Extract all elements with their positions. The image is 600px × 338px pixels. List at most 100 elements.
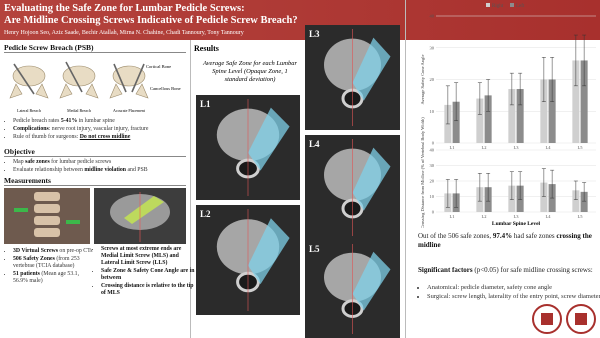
y-tick-label: 10 xyxy=(430,109,435,114)
y-tick-label: 40 xyxy=(430,14,435,19)
bar xyxy=(484,95,492,143)
text-run: and PSB xyxy=(126,167,148,173)
text-run: (p<0.05) for safe midline crossing screw… xyxy=(472,266,593,274)
ct-label: L1 xyxy=(200,99,211,109)
x-tick-label: L2 xyxy=(482,214,487,219)
bullet: Map safe zones for lumbar pedicle screws xyxy=(13,159,193,166)
y-tick-label: 0 xyxy=(432,141,435,146)
y-tick-label: 0 xyxy=(432,210,435,215)
bullet: Screws at most extreme ends are Medial L… xyxy=(101,246,195,267)
bar xyxy=(476,98,484,143)
text-run: for lumbar pedicle screws xyxy=(49,159,112,165)
text-run: Significant factors xyxy=(418,266,473,274)
y-tick-label: 20 xyxy=(430,77,435,82)
safe-zone xyxy=(352,147,391,211)
bar xyxy=(572,60,580,144)
breach-section: Pedicle Screw Breach (PSB) xyxy=(4,43,186,53)
y-tick-label: 30 xyxy=(430,163,435,168)
y-tick-label: 10 xyxy=(430,194,435,199)
text-run: (from 253 vertebrae (TCIA database) xyxy=(13,256,80,269)
x-tick-label: L4 xyxy=(546,214,552,219)
text-run: 51 patients xyxy=(13,271,40,277)
section-heading: Pedicle Screw Breach (PSB) xyxy=(4,43,186,53)
bullet: Safe Zone & Safety Cone Angle are in bet… xyxy=(101,268,195,282)
text-run: Map xyxy=(13,159,26,165)
bullet: 3D Virtual Screws on pre-op CTs xyxy=(13,248,95,255)
header: Evaluating the Safe Zone for Lumbar Pedi… xyxy=(0,0,600,40)
text-run: Out of the 506 safe zones, xyxy=(418,232,493,240)
bar xyxy=(540,182,548,212)
factors-intro: Significant factors (p<0.05) for safe mi… xyxy=(418,266,596,275)
safe-zone xyxy=(248,218,290,285)
bullet: Anatomical: pedicle diameter, safety con… xyxy=(427,284,600,292)
figure-label: Medial Breach xyxy=(67,108,91,113)
y-axis-label: Average Crossing Distance from Midline (… xyxy=(420,117,425,228)
x-tick-label: L3 xyxy=(514,214,520,219)
legend-swatch xyxy=(486,3,490,7)
breach-figure: Cortical Bone Cancellous Bone Lateral Br… xyxy=(9,61,181,113)
authors: Henry Hojoon Seo, Aziz Saade, Bechir Ata… xyxy=(4,30,244,36)
section-heading: Objective xyxy=(4,147,186,157)
y-tick-label: 40 xyxy=(430,148,435,153)
bullet: Pedicle breach rates 5-41% in lumbar spi… xyxy=(13,118,193,125)
figure-label: Accurate Placement xyxy=(113,108,146,113)
ct-label: L3 xyxy=(309,29,320,39)
text-run: midline violation xyxy=(84,167,127,173)
bar xyxy=(580,191,588,212)
bullet: Rule of thumb for surgeons: Do not cross… xyxy=(13,134,193,141)
safe-zone xyxy=(352,37,391,101)
text-run: 97.4% xyxy=(492,232,513,240)
bar xyxy=(452,101,460,143)
x-tick-label: L4 xyxy=(546,145,552,150)
x-tick-label: L5 xyxy=(578,145,584,150)
bullet-list: Map safe zones for lumbar pedicle screws… xyxy=(4,159,193,175)
text-run: Rule of thumb for surgeons: xyxy=(13,134,80,140)
bullet: Surgical: screw length, laterality of th… xyxy=(427,293,600,301)
text-run: crossing the midline xyxy=(418,232,592,249)
legend-swatch xyxy=(510,3,514,7)
y-axis-label: Average Safety Cone Angle xyxy=(420,54,425,104)
x-tick-label: L1 xyxy=(450,145,455,150)
text-run: 5-41% xyxy=(60,118,78,124)
bar xyxy=(516,89,524,143)
measurements-section: Measurements xyxy=(4,176,186,186)
bar xyxy=(548,79,556,143)
bar xyxy=(580,60,588,144)
title-line: Evaluating the Safe Zone for Lumbar Pedi… xyxy=(4,3,245,14)
text-run: Pedicle breach rates xyxy=(13,118,61,124)
bullet: 506 Safety Zones (from 253 vertebrae (TC… xyxy=(13,256,95,270)
text-run: Do not cross midline xyxy=(79,134,131,140)
figure-label: Lateral Breach xyxy=(17,108,41,113)
divider xyxy=(405,0,406,338)
bullet-list: Screws at most extreme ends are Medial L… xyxy=(92,246,195,298)
text-run: Complications xyxy=(13,126,49,132)
logos xyxy=(532,304,596,334)
bullet-list: 3D Virtual Screws on pre-op CTs506 Safet… xyxy=(4,248,95,286)
text-run: Surgical: screw length, laterality of th… xyxy=(427,293,600,300)
text-run: (Mean age 53.1, 56.9% male) xyxy=(13,271,80,284)
text-run: Evaluate relationship between xyxy=(13,167,85,173)
summary: Out of the 506 safe zones, 97.4% had saf… xyxy=(418,232,596,250)
y-tick-label: 30 xyxy=(430,45,435,50)
x-tick-label: L1 xyxy=(450,214,455,219)
section-heading: Results xyxy=(194,44,219,53)
text-run: on pre-op CTs xyxy=(57,248,93,254)
title-line: Are Midline Crossing Screws Indicative o… xyxy=(4,15,298,26)
bullet: Crossing distance is relative to the tip… xyxy=(101,283,195,297)
text-run: Safe Zone & Safety Cone Angle are in bet… xyxy=(101,268,195,281)
legend-label: Right xyxy=(492,4,504,9)
x-tick-label: L2 xyxy=(482,145,487,150)
bullet: Evaluate relationship between midline vi… xyxy=(13,167,193,174)
bullet: Complications: nerve root injury, vascul… xyxy=(13,126,193,133)
ct-label: L2 xyxy=(200,209,211,219)
charts: 0 10 20 30 40 Average Safety Cone Angle L1 L2 L3… xyxy=(420,3,596,228)
ct-label: L4 xyxy=(309,139,320,149)
safe-zone xyxy=(352,251,391,311)
bar xyxy=(508,89,516,143)
text-run: Crossing distance is relative to the tip… xyxy=(101,283,194,296)
bullet-list: Anatomical: pedicle diameter, safety con… xyxy=(418,284,600,302)
safe-zone xyxy=(248,107,290,171)
x-tick-label: L3 xyxy=(514,145,520,150)
text-run: Anatomical: pedicle diameter, safety con… xyxy=(427,284,552,291)
